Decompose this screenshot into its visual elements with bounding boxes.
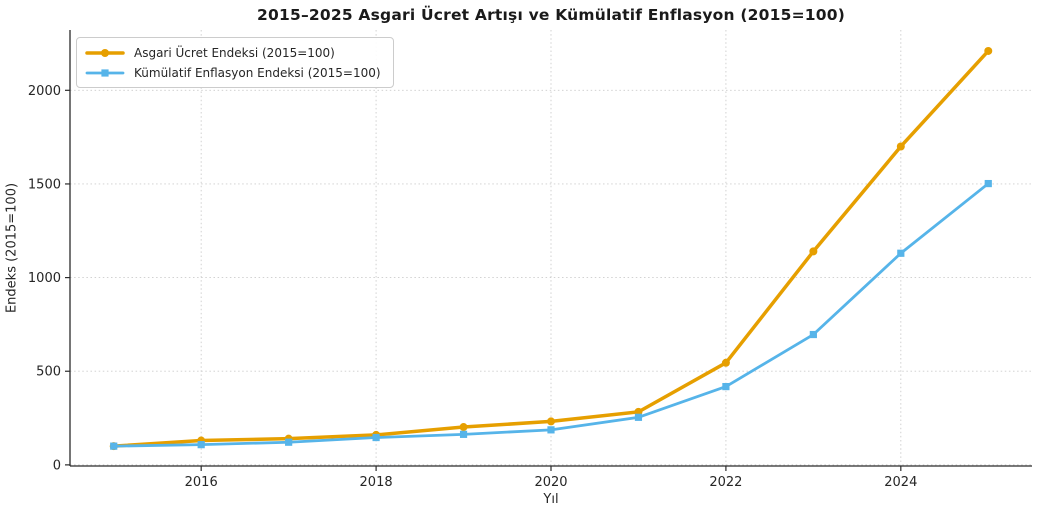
series-marker-square [197, 441, 205, 449]
legend: Asgari Ücret Endeksi (2015=100) Kümülatif… [76, 37, 394, 88]
series-marker-circle [547, 417, 555, 426]
series-marker-square [722, 382, 730, 391]
x-tick-label: 2016 [185, 475, 218, 490]
legend-label: Asgari Ücret Endeksi (2015=100) [134, 45, 335, 60]
series-marker-circle [721, 358, 730, 367]
x-tick-label: 2024 [884, 475, 917, 490]
x-axis-label: Yıl [543, 492, 559, 507]
series-marker-square [459, 430, 468, 438]
y-tick-label: 0 [53, 458, 61, 473]
x-tick-label: 2018 [360, 475, 393, 490]
series-marker-circle [459, 423, 468, 432]
series-marker-square [634, 413, 643, 421]
legend-item: Kümülatif Enflasyon Endeksi (2015=100) [85, 64, 381, 81]
y-tick-label: 1000 [28, 271, 61, 286]
series-marker-square [984, 179, 992, 188]
chart-title: 2015–2025 Asgari Ücret Artışı ve Kümülat… [257, 6, 845, 24]
y-tick-label: 500 [36, 365, 61, 380]
legend-label: Kümülatif Enflasyon Endeksi (2015=100) [134, 65, 381, 80]
legend-square-swatch-icon [85, 68, 125, 77]
series-marker-square [285, 438, 293, 446]
legend-circle-swatch-icon [85, 48, 125, 57]
series-marker-square [547, 426, 555, 434]
series-marker-square [897, 249, 905, 257]
y-tick-label: 2000 [28, 84, 61, 99]
series-marker-circle [896, 142, 905, 151]
series-marker-circle [809, 247, 818, 256]
y-tick-label: 1500 [28, 177, 61, 192]
series-marker-circle [984, 46, 993, 55]
series-marker-square [809, 330, 817, 339]
series-marker-square [372, 433, 380, 442]
series-marker-square [110, 442, 118, 450]
x-tick-label: 2020 [534, 475, 567, 490]
x-tick-label: 2022 [709, 475, 742, 490]
legend-item: Asgari Ücret Endeksi (2015=100) [85, 44, 381, 61]
